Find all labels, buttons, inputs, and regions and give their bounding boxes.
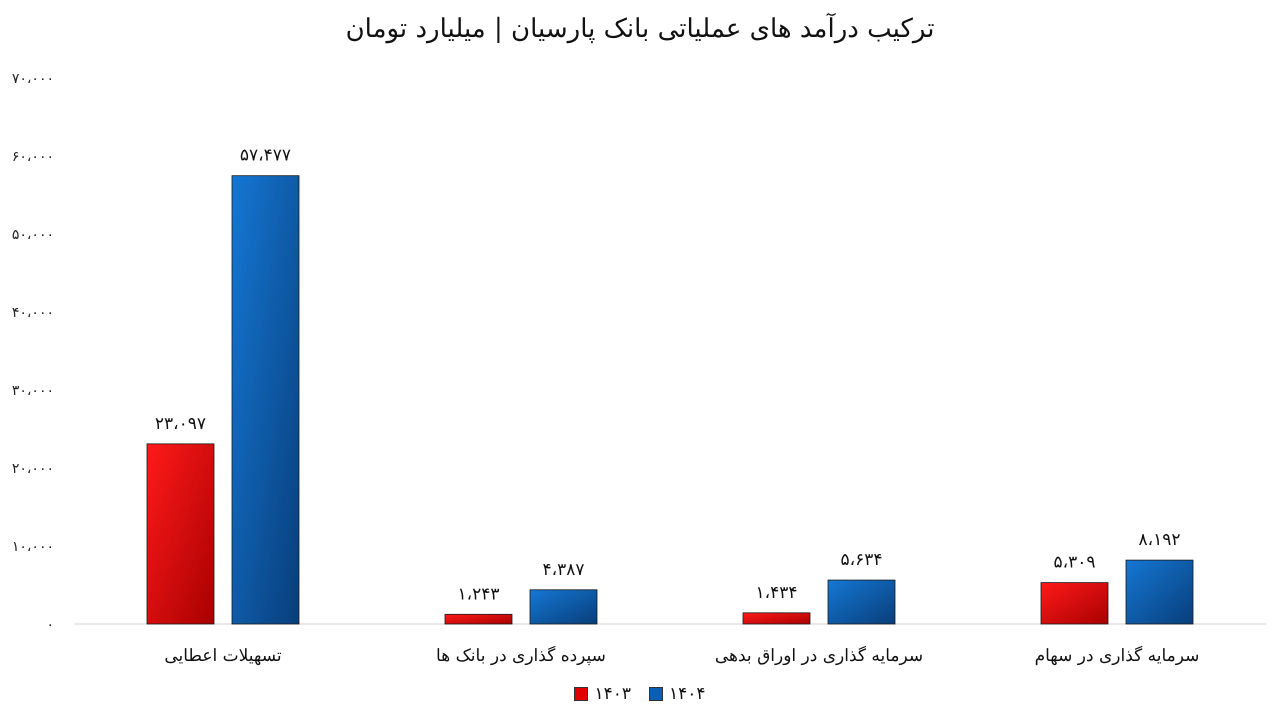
x-category-label: تسهیلات اعطایی (164, 646, 282, 666)
bar-1403-1[interactable] (444, 613, 513, 625)
legend-item-1403[interactable]: ۱۴۰۳ (574, 684, 631, 704)
data-label: ۲۳،۰۹۷ (155, 414, 206, 434)
data-label: ۴،۳۸۷ (542, 560, 584, 580)
legend-swatch-1403 (574, 687, 589, 701)
y-tick-label: ۰ (46, 617, 54, 633)
data-label: ۱،۴۳۴ (755, 583, 797, 603)
x-category-label: سپرده گذاری در بانک ها (436, 645, 606, 666)
bar-1404-2[interactable] (827, 579, 896, 625)
category-labels: تسهیلات اعطایی سپرده گذاری در بانک ها سرما… (164, 645, 1199, 666)
bar-1403-3[interactable] (1040, 582, 1109, 625)
y-tick-label: ۶۰،۰۰۰ (12, 149, 54, 165)
bar-1403-0[interactable] (146, 443, 215, 625)
legend: ۱۴۰۳ ۱۴۰۴ (0, 684, 1280, 704)
data-label: ۸،۱۹۲ (1138, 530, 1180, 550)
legend-label-1403: ۱۴۰۳ (594, 684, 631, 704)
y-tick-label: ۵۰،۰۰۰ (12, 227, 54, 243)
data-label: ۵،۶۳۴ (840, 550, 882, 570)
legend-swatch-1404 (649, 687, 663, 701)
x-category-label: سرمایه گذاری در اوراق بدهی (715, 645, 923, 666)
x-category-label: سرمایه گذاری در سهام (1035, 645, 1200, 666)
bar-chart: ۰ ۱۰،۰۰۰ ۲۰،۰۰۰ ۳۰،۰۰۰ ۴۰،۰۰۰ ۵۰،۰۰۰ ۶۰،۰۰۰ ۷۰،… (12, 71, 1266, 666)
data-label: ۱،۲۴۳ (457, 584, 499, 604)
y-axis: ۰ ۱۰،۰۰۰ ۲۰،۰۰۰ ۳۰،۰۰۰ ۴۰،۰۰۰ ۵۰،۰۰۰ ۶۰،۰۰۰ ۷۰،… (12, 71, 54, 633)
bars: ۲۳،۰۹۷ ۵۷،۴۷۷ ۱،۲۴۳ ۴،۳۸۷ ۱،۴۳۴ ۵،۶۳۴ ۵،۳۰۹ ۸،۱… (146, 146, 1194, 625)
bar-1404-3[interactable] (1125, 559, 1194, 625)
bar-1403-2[interactable] (742, 612, 811, 625)
data-label: ۵،۳۰۹ (1053, 553, 1095, 573)
legend-item-1404[interactable]: ۱۴۰۴ (649, 684, 706, 704)
y-tick-label: ۷۰،۰۰۰ (12, 71, 54, 87)
y-tick-label: ۱۰،۰۰۰ (12, 539, 54, 555)
bar-1404-0[interactable] (231, 175, 300, 625)
bar-1404-1[interactable] (529, 589, 598, 625)
y-tick-label: ۲۰،۰۰۰ (12, 461, 54, 477)
y-tick-label: ۴۰،۰۰۰ (12, 305, 54, 321)
legend-label-1404: ۱۴۰۴ (669, 684, 706, 704)
chart-title: ترکیب درآمد های عملیاتی بانک پارسیان | م… (345, 14, 935, 44)
y-tick-label: ۳۰،۰۰۰ (12, 383, 54, 399)
data-label: ۵۷،۴۷۷ (240, 146, 291, 166)
